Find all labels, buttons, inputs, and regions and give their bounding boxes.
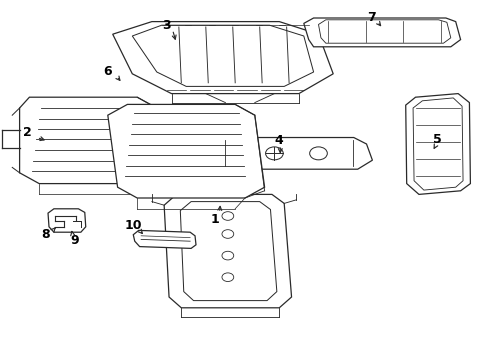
Polygon shape: [20, 97, 167, 184]
Circle shape: [222, 230, 234, 238]
Text: 9: 9: [70, 234, 79, 247]
Text: 2: 2: [23, 126, 31, 139]
Text: 4: 4: [274, 134, 283, 147]
Polygon shape: [113, 22, 333, 94]
Text: 8: 8: [41, 228, 49, 241]
Circle shape: [266, 147, 283, 160]
Polygon shape: [133, 230, 196, 248]
Circle shape: [222, 212, 234, 220]
Polygon shape: [132, 25, 314, 86]
Polygon shape: [304, 18, 461, 47]
Polygon shape: [164, 194, 292, 308]
Polygon shape: [406, 94, 470, 194]
Circle shape: [222, 273, 234, 282]
Circle shape: [310, 147, 327, 160]
Circle shape: [222, 251, 234, 260]
Polygon shape: [48, 209, 86, 232]
Text: 1: 1: [210, 213, 219, 226]
Text: 3: 3: [162, 19, 171, 32]
Polygon shape: [318, 20, 451, 43]
Text: 6: 6: [103, 65, 112, 78]
Text: 7: 7: [367, 11, 376, 24]
Polygon shape: [180, 202, 277, 301]
Polygon shape: [108, 104, 265, 198]
Text: 5: 5: [433, 133, 442, 146]
Polygon shape: [413, 98, 463, 190]
Text: 10: 10: [124, 219, 142, 232]
Polygon shape: [206, 138, 372, 169]
